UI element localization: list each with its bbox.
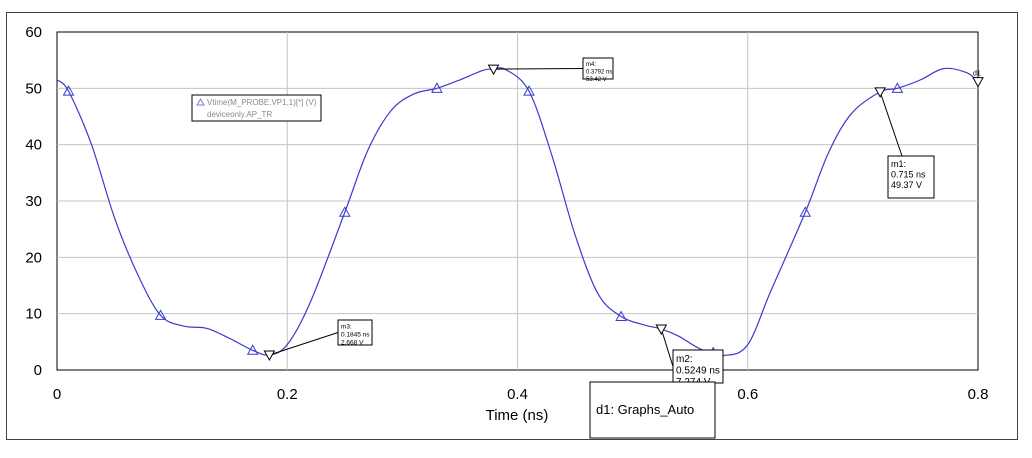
grid-lines <box>57 32 978 370</box>
legend[interactable]: Vtime(M_PROBE.VP1,1)[*] (V) deviceonly.A… <box>191 94 322 122</box>
marker-leader-line <box>879 91 903 157</box>
marker-label-line: 53.42 V <box>586 77 607 83</box>
legend-triangle-icon <box>196 98 205 106</box>
marker-label-line: 49.37 V <box>891 180 922 190</box>
marker-label-line: m4: <box>586 62 596 68</box>
x-axis-title: Time (ns) <box>486 407 549 424</box>
series-point-marker <box>523 85 535 96</box>
end-marker-d1[interactable]: d1 <box>972 71 984 88</box>
series-point-marker <box>338 206 351 217</box>
marker-label-box <box>337 319 373 346</box>
graph-tooltip: d1: Graphs_Auto <box>589 381 716 439</box>
marker-triangle-icon <box>263 350 276 361</box>
marker-label-box <box>887 155 935 199</box>
marker-label-box <box>672 349 724 384</box>
y-tick-label: 50 <box>25 80 42 97</box>
series-point-marker <box>431 82 443 93</box>
marker-label-line: m1: <box>891 159 906 169</box>
x-tick-labels: 0 0.2 0.4 0.6 0.8 <box>53 386 989 403</box>
x-tick-label: 0.6 <box>737 386 758 403</box>
marker-leader-line <box>660 328 674 367</box>
marker-label-line: m3: <box>341 324 352 331</box>
x-tick-label: 0.8 <box>968 386 989 403</box>
marker-label-line: m2: <box>676 354 693 365</box>
marker-triangle-icon <box>655 324 668 336</box>
y-tick-labels: 0 10 20 30 40 50 60 <box>25 24 42 379</box>
series-layer <box>57 67 978 357</box>
marker-label-line: 0.715 ns <box>891 170 926 180</box>
y-tick-label: 60 <box>25 24 42 41</box>
marker-m3[interactable]: m3:0.1845 ns2.668 V <box>263 319 373 361</box>
marker-leader-line <box>493 68 584 70</box>
legend-series-name: Vtime(M_PROBE.VP1,1)[*] (V) <box>207 98 317 107</box>
marker-triangle-icon <box>874 87 886 98</box>
marker-label-line: 0.1845 ns <box>341 332 370 339</box>
marker-label-line: 0.3792 ns <box>586 70 612 76</box>
x-tick-label: 0.4 <box>507 386 528 403</box>
y-tick-label: 0 <box>34 362 42 379</box>
series-point-marker <box>891 82 904 93</box>
series-point-marker <box>799 206 812 217</box>
x-tick-label: 0 <box>53 386 61 403</box>
marker-triangle-icon <box>487 64 500 76</box>
marker-label-line: 0.5249 ns <box>676 366 720 377</box>
graph-window-frame <box>6 12 1018 440</box>
marker-leader-line <box>269 332 339 356</box>
series-line[interactable] <box>57 67 978 357</box>
end-marker-triangle-icon <box>972 77 984 88</box>
end-marker-label: d1 <box>973 71 981 78</box>
y-tick-label: 10 <box>25 306 42 323</box>
series-point-marker <box>246 344 259 355</box>
marker-label-line: 2.668 V <box>341 340 364 347</box>
tooltip-text: d1: Graphs_Auto <box>596 402 694 417</box>
series-point-marker <box>154 309 167 320</box>
legend-series-source: deviceonly.AP_TR <box>207 110 272 119</box>
series-point-marker <box>62 85 75 96</box>
x-tick-label: 0.2 <box>277 386 298 403</box>
series-point-marker <box>615 310 627 321</box>
y-tick-label: 40 <box>25 137 42 154</box>
marker-label-box <box>582 57 614 80</box>
y-tick-label: 30 <box>25 193 42 210</box>
y-tick-label: 20 <box>25 249 42 266</box>
